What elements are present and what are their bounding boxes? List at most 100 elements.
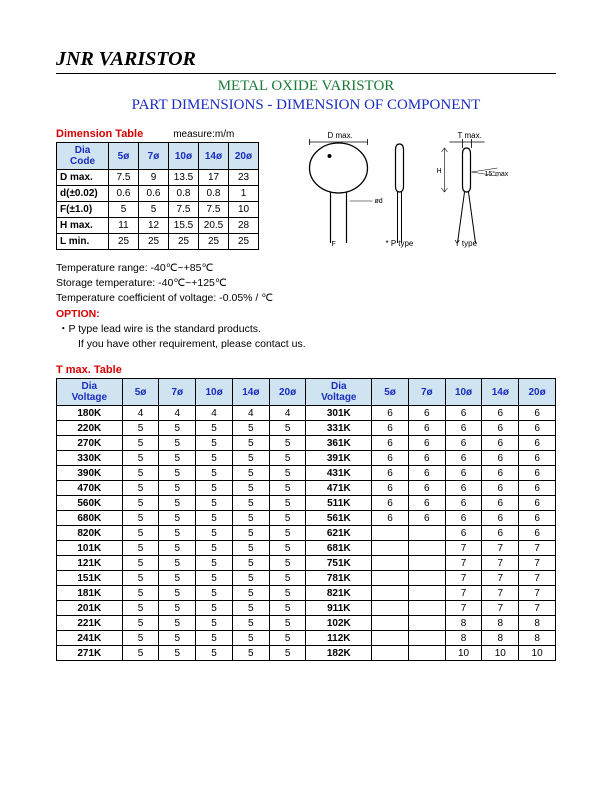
cell: 5 — [159, 556, 196, 571]
table-row: 220K55555331K66666 — [57, 421, 556, 436]
cell: 5 — [159, 421, 196, 436]
cell: 10 — [445, 646, 482, 661]
cell: 6 — [372, 511, 409, 526]
option-bullet-2: If you have other requirement, please co… — [56, 337, 556, 352]
option-bullet-1: P type lead wire is the standard product… — [56, 322, 556, 337]
table-row: F(±1.0)557.57.510 — [57, 202, 259, 218]
cell: 4 — [269, 406, 306, 421]
cell — [408, 526, 445, 541]
table-row: H max.111215.520.528 — [57, 218, 259, 234]
cell: 5 — [159, 481, 196, 496]
row-label: 781K — [306, 571, 372, 586]
cell: 5 — [122, 481, 159, 496]
row-label: F(±1.0) — [57, 202, 109, 218]
cell: 5 — [122, 586, 159, 601]
row-label: 182K — [306, 646, 372, 661]
cell: 7.5 — [199, 202, 229, 218]
row-label: 561K — [306, 511, 372, 526]
option-label: OPTION: — [56, 307, 556, 322]
cell: 5 — [196, 526, 233, 541]
cell: 5 — [269, 646, 306, 661]
cell — [372, 586, 409, 601]
row-label: 470K — [57, 481, 123, 496]
table-row: 680K55555561K66666 — [57, 511, 556, 526]
row-label: 241K — [57, 631, 123, 646]
cell: 6 — [482, 436, 519, 451]
row-label: 151K — [57, 571, 123, 586]
cell: 17 — [199, 170, 229, 186]
cell: 5 — [159, 436, 196, 451]
cell — [372, 616, 409, 631]
cell: 7 — [482, 601, 519, 616]
row-label: 331K — [306, 421, 372, 436]
tmax-table-title: T max. Table — [56, 364, 556, 376]
cell: 10 — [229, 202, 259, 218]
row-label: D max. — [57, 170, 109, 186]
table-row: L min.2525252525 — [57, 234, 259, 250]
cell: 8 — [482, 616, 519, 631]
note-storage: Storage temperature: -40℃~+125℃ — [56, 276, 556, 291]
cell: 5 — [269, 496, 306, 511]
cell — [408, 571, 445, 586]
cell: 5 — [159, 616, 196, 631]
cell: 11 — [109, 218, 139, 234]
cell: 5 — [232, 511, 269, 526]
cell — [408, 541, 445, 556]
cell: 5 — [232, 586, 269, 601]
tmax-head-bottom: Voltage — [59, 392, 120, 403]
table-row: 470K55555471K66666 — [57, 481, 556, 496]
diagram-tmax-label: T max. — [458, 131, 482, 140]
tmax-table: Dia Voltage 5ø 7ø 10ø 14ø 20ø Dia Voltag… — [56, 378, 556, 661]
cell: 6 — [408, 496, 445, 511]
cell: 5 — [269, 586, 306, 601]
cell: 5 — [269, 481, 306, 496]
tmax-col: 14ø — [482, 379, 519, 406]
dimension-table: Dia Code 5ø 7ø 10ø 14ø 20ø D max.7.5913.… — [56, 142, 259, 250]
cell: 25 — [169, 234, 199, 250]
cell — [408, 631, 445, 646]
cell: 6 — [372, 481, 409, 496]
cell: 5 — [232, 481, 269, 496]
cell: 6 — [372, 436, 409, 451]
cell: 6 — [408, 511, 445, 526]
cell: 5 — [196, 646, 233, 661]
row-label: 511K — [306, 496, 372, 511]
table-row: D max.7.5913.51723 — [57, 170, 259, 186]
page-title: JNR VARISTOR — [56, 48, 556, 74]
cell — [408, 646, 445, 661]
cell: 5 — [196, 631, 233, 646]
cell: 5 — [232, 526, 269, 541]
cell: 5 — [232, 646, 269, 661]
cell: 6 — [408, 481, 445, 496]
cell: 5 — [269, 511, 306, 526]
cell: 8 — [482, 631, 519, 646]
cell: 6 — [372, 406, 409, 421]
row-label: 221K — [57, 616, 123, 631]
cell: 6 — [482, 526, 519, 541]
cell: 5 — [196, 556, 233, 571]
cell: 5 — [269, 451, 306, 466]
cell: 6 — [482, 511, 519, 526]
cell: 4 — [122, 406, 159, 421]
row-label: 821K — [306, 586, 372, 601]
cell: 5 — [196, 481, 233, 496]
cell: 5 — [196, 511, 233, 526]
cell: 8 — [445, 631, 482, 646]
cell: 5 — [232, 466, 269, 481]
cell: 5 — [122, 511, 159, 526]
cell: 5 — [139, 202, 169, 218]
cell: 6 — [408, 466, 445, 481]
cell: 8 — [445, 616, 482, 631]
cell: 5 — [269, 436, 306, 451]
cell: 25 — [139, 234, 169, 250]
cell: 12 — [139, 218, 169, 234]
cell: 10 — [482, 646, 519, 661]
cell — [408, 556, 445, 571]
table-row: 330K55555391K66666 — [57, 451, 556, 466]
cell: 5 — [196, 436, 233, 451]
diagram-dmax-label: D max. — [328, 131, 353, 140]
cell: 7 — [519, 586, 556, 601]
cell: 4 — [232, 406, 269, 421]
cell: 6 — [445, 481, 482, 496]
notes-block: Temperature range: -40℃~+85℃ Storage tem… — [56, 261, 556, 352]
